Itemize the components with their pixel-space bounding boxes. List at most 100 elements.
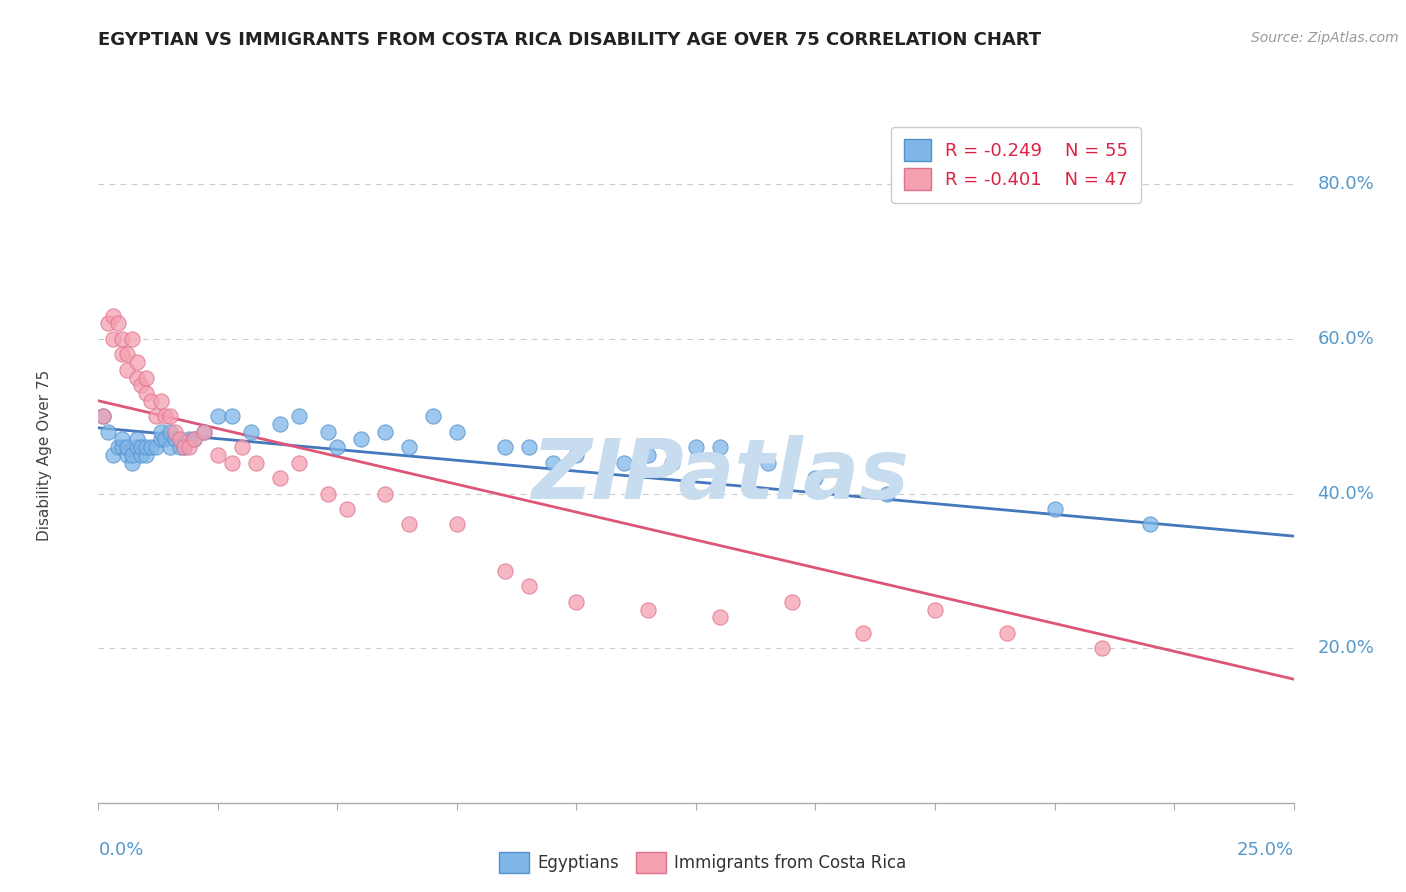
Point	[398, 440, 420, 454]
Point	[145, 440, 167, 454]
Point	[159, 409, 181, 424]
Point	[125, 433, 148, 447]
Point	[517, 440, 540, 454]
Point	[876, 486, 898, 500]
Point	[111, 332, 134, 346]
Point	[111, 347, 134, 361]
Point	[709, 610, 731, 624]
Point	[97, 317, 120, 331]
Point	[288, 456, 311, 470]
Point	[245, 456, 267, 470]
Point	[804, 471, 827, 485]
Point	[183, 433, 205, 447]
Point	[131, 440, 153, 454]
Text: 80.0%: 80.0%	[1317, 176, 1374, 194]
Text: EGYPTIAN VS IMMIGRANTS FROM COSTA RICA DISABILITY AGE OVER 75 CORRELATION CHART: EGYPTIAN VS IMMIGRANTS FROM COSTA RICA D…	[98, 31, 1042, 49]
Point	[155, 409, 177, 424]
Point	[494, 440, 516, 454]
Point	[231, 440, 253, 454]
Point	[316, 486, 339, 500]
Point	[517, 579, 540, 593]
Point	[169, 433, 191, 447]
Text: ZIPatlas: ZIPatlas	[531, 435, 908, 516]
Point	[709, 440, 731, 454]
Point	[139, 440, 162, 454]
Point	[169, 440, 191, 454]
Point	[269, 471, 291, 485]
Point	[179, 433, 201, 447]
Point	[101, 332, 124, 346]
Point	[97, 425, 120, 439]
Point	[159, 440, 181, 454]
Point	[288, 409, 311, 424]
Point	[173, 440, 195, 454]
Point	[446, 517, 468, 532]
Point	[374, 425, 396, 439]
Point	[107, 317, 129, 331]
Point	[131, 448, 153, 462]
Point	[135, 440, 157, 454]
Point	[852, 625, 875, 640]
Point	[125, 370, 148, 384]
Point	[995, 625, 1018, 640]
Point	[173, 440, 195, 454]
Point	[1043, 502, 1066, 516]
Point	[565, 448, 588, 462]
Point	[637, 602, 659, 616]
Point	[145, 409, 167, 424]
Point	[269, 417, 291, 431]
Point	[446, 425, 468, 439]
Point	[107, 440, 129, 454]
Legend: R = -0.249    N = 55, R = -0.401    N = 47: R = -0.249 N = 55, R = -0.401 N = 47	[891, 127, 1142, 203]
Point	[336, 502, 359, 516]
Point	[780, 595, 803, 609]
Point	[924, 602, 946, 616]
Point	[565, 595, 588, 609]
Point	[149, 425, 172, 439]
Point	[163, 425, 186, 439]
Point	[207, 409, 229, 424]
Point	[422, 409, 444, 424]
Point	[179, 440, 201, 454]
Point	[494, 564, 516, 578]
Point	[149, 433, 172, 447]
Text: Source: ZipAtlas.com: Source: ZipAtlas.com	[1251, 31, 1399, 45]
Point	[115, 448, 138, 462]
Point	[350, 433, 373, 447]
Point	[1139, 517, 1161, 532]
Point	[135, 370, 157, 384]
Point	[613, 456, 636, 470]
Point	[115, 347, 138, 361]
Point	[121, 332, 143, 346]
Point	[111, 440, 134, 454]
Point	[121, 456, 143, 470]
Point	[193, 425, 215, 439]
Point	[221, 409, 243, 424]
Point	[541, 456, 564, 470]
Legend: Egyptians, Immigrants from Costa Rica: Egyptians, Immigrants from Costa Rica	[492, 846, 914, 880]
Point	[149, 393, 172, 408]
Point	[91, 409, 114, 424]
Point	[163, 433, 186, 447]
Point	[756, 456, 779, 470]
Point	[135, 448, 157, 462]
Point	[101, 309, 124, 323]
Point	[637, 448, 659, 462]
Point	[326, 440, 349, 454]
Point	[221, 456, 243, 470]
Point	[131, 378, 153, 392]
Point	[91, 409, 114, 424]
Point	[316, 425, 339, 439]
Text: 60.0%: 60.0%	[1317, 330, 1374, 348]
Text: 25.0%: 25.0%	[1236, 841, 1294, 859]
Text: Disability Age Over 75: Disability Age Over 75	[37, 369, 52, 541]
Point	[374, 486, 396, 500]
Point	[661, 456, 683, 470]
Point	[125, 355, 148, 369]
Text: 0.0%: 0.0%	[98, 841, 143, 859]
Point	[139, 393, 162, 408]
Point	[121, 448, 143, 462]
Point	[111, 433, 134, 447]
Point	[207, 448, 229, 462]
Point	[135, 386, 157, 401]
